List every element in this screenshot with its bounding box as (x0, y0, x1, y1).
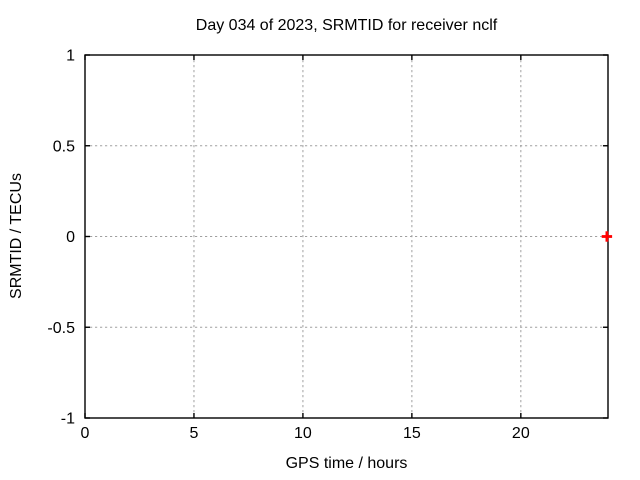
x-tick-label: 0 (81, 425, 90, 442)
x-tick-label: 20 (512, 425, 530, 442)
y-tick-label: 1 (66, 48, 75, 65)
x-tick-label: 10 (294, 425, 312, 442)
chart-title: Day 034 of 2023, SRMTID for receiver ncl… (195, 17, 498, 34)
x-axis-label: GPS time / hours (285, 455, 408, 472)
y-tick-label: -0.5 (47, 320, 75, 337)
x-tick-label: 5 (190, 425, 199, 442)
y-tick-label: 0 (66, 229, 75, 246)
y-tick-label: 0.5 (53, 138, 75, 155)
y-tick-label: -1 (61, 411, 75, 428)
x-tick-label: 15 (403, 425, 421, 442)
